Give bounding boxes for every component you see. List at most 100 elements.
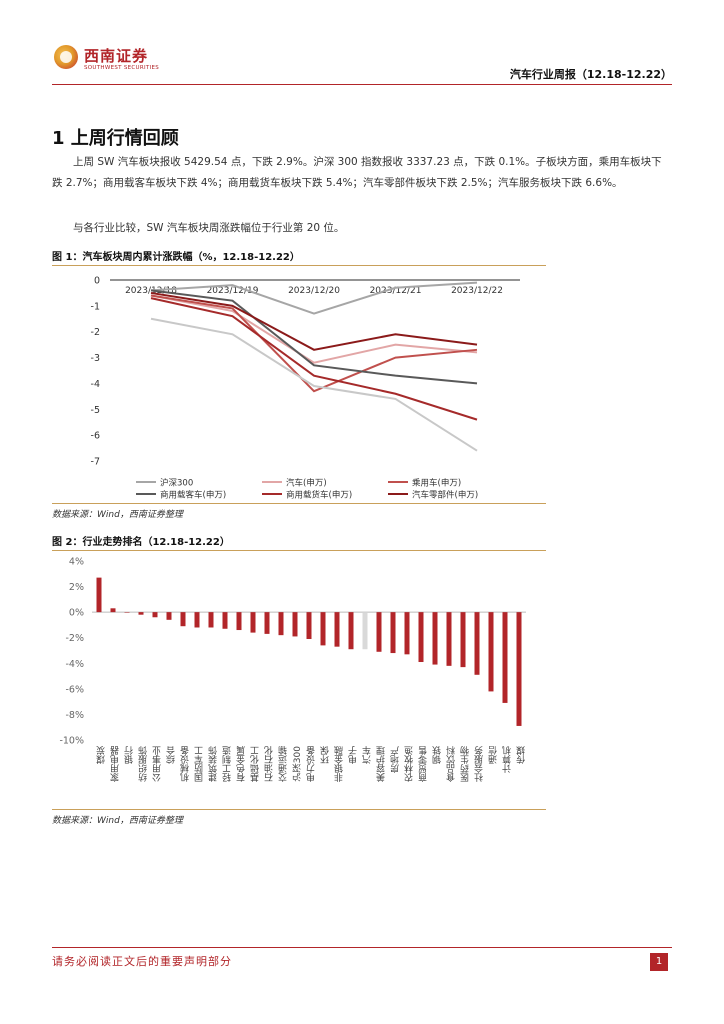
series-line (150, 281, 478, 315)
report-title: 汽车行业周报（12.18-12.22） (509, 68, 672, 81)
series-line (150, 297, 478, 421)
x-tick-label: 食品饮料 (447, 745, 458, 783)
bar (488, 612, 494, 692)
bar (404, 612, 410, 655)
x-tick-label: 交通运输 (279, 745, 290, 783)
bar (124, 612, 130, 613)
y-tick-label: -3 (91, 353, 100, 364)
y-tick-label: -6 (91, 431, 100, 442)
x-tick-label: 煤炭 (97, 745, 108, 765)
series-line (150, 294, 478, 364)
x-tick-label: 钢铁 (433, 745, 444, 765)
y-tick-label: 2% (69, 582, 84, 593)
legend-label: 汽车零部件(申万) (412, 490, 478, 501)
figure1-bottom-rule (52, 503, 546, 504)
bar (96, 577, 102, 613)
figure1-title: 图 1：汽车板块周内累计涨跌幅（%，12.18-12.22） (52, 252, 300, 263)
page-number: 1 (650, 953, 668, 971)
bar (390, 612, 396, 654)
bar (222, 612, 228, 629)
footer-divider (52, 947, 672, 948)
series-line (150, 317, 478, 452)
bar (306, 612, 312, 639)
figure2-bottom-rule (52, 809, 546, 810)
bar (208, 612, 214, 628)
bar (432, 612, 438, 665)
x-tick-label: 建筑装饰 (209, 745, 220, 783)
x-tick-label: 非银金融 (335, 745, 346, 783)
x-tick-label: 轻工制造 (223, 745, 234, 783)
x-tick-label: 银行 (125, 745, 136, 765)
figure2-top-rule (52, 550, 546, 551)
x-tick-label: 国防军工 (195, 746, 206, 782)
x-tick-label: 2023/12/21 (370, 286, 422, 296)
figure1-source: 数据来源：Wind，西南证券整理 (52, 510, 183, 520)
x-tick-label: 商贸零售 (419, 745, 430, 783)
y-tick-label: -4 (91, 379, 100, 390)
x-tick-label: 电力设备 (307, 746, 318, 783)
bar (334, 612, 340, 647)
x-tick-label: 汽车 (363, 745, 374, 765)
y-tick-label: 4% (69, 557, 84, 568)
x-tick-label: 医药生物 (461, 745, 472, 782)
bar (446, 612, 452, 666)
x-tick-label: 2023/12/19 (207, 286, 259, 296)
bar-chart: 4% 2% 0% -2% -4% -6% -8% -10% 煤炭 家用电器 银行 纺织服饰 公用事业 综合… (59, 557, 528, 784)
x-tick-label: 计算机 (503, 745, 514, 774)
x-tick-label: 机械设备 (181, 746, 192, 783)
x-tick-label: 农林牧渔 (405, 746, 416, 783)
figure2-source: 数据来源：Wind，西南证券整理 (52, 816, 183, 826)
y-tick-label: -8% (66, 710, 85, 721)
x-tick-label: 家用电器 (111, 746, 122, 783)
x-tick-label: 综合 (167, 745, 178, 765)
bar (166, 612, 172, 620)
legend-label: 商用载货车(申万) (286, 490, 352, 501)
bar (376, 612, 382, 652)
x-tick-label: 美容护理 (377, 746, 388, 783)
bar (418, 612, 424, 663)
y-tick-label: 0% (69, 608, 84, 619)
legend-label: 汽车(申万) (286, 478, 327, 489)
paragraph-market-review: 上周 SW 汽车板块报收 5429.54 点，下跌 2.9%。沪深 300 指数… (52, 156, 662, 189)
bar (502, 612, 508, 703)
x-tick-label: 公用事业 (153, 746, 164, 782)
x-tick-label: 传媒 (517, 745, 528, 765)
x-tick-label: 环保 (321, 745, 332, 764)
bar (152, 612, 158, 618)
bar (180, 612, 186, 627)
bar (320, 612, 326, 646)
y-tick-label: -10% (59, 736, 84, 747)
x-tick-label: 社会服务 (475, 745, 486, 783)
bar (474, 612, 480, 675)
y-tick-label: -1 (91, 301, 100, 312)
x-tick-label: 石油石化 (265, 745, 276, 782)
legend-label: 乘用车(申万) (412, 478, 461, 489)
x-tick-label: 沪深300 (293, 746, 304, 783)
bar (348, 612, 354, 650)
bar (516, 612, 522, 726)
x-tick-label: 有色金属 (237, 745, 248, 783)
series-line (150, 291, 478, 351)
y-tick-label: -5 (91, 405, 100, 416)
series-line (150, 289, 478, 385)
logo-icon-inner (60, 51, 72, 63)
bar (110, 608, 116, 613)
legend-label: 商用载客车(申万) (160, 490, 226, 501)
bar (264, 612, 270, 634)
logo-text: 西南证券 (84, 47, 149, 65)
bar (362, 612, 368, 650)
logo-subtext: SOUTHWEST SECURITIES (84, 65, 160, 71)
bar (460, 612, 466, 668)
bar (194, 612, 200, 628)
x-tick-label: 通信 (489, 745, 500, 764)
bar (278, 612, 284, 636)
x-tick-label: 纺织服饰 (139, 745, 150, 783)
figure2-title: 图 2：行业走势排名（12.18-12.22） (52, 537, 230, 548)
figure1-top-rule (52, 265, 546, 266)
bar (138, 612, 144, 615)
paragraph-industry-rank: 与各行业比较，SW 汽车板块周涨跌幅位于行业第 20 位。 (73, 222, 345, 234)
y-tick-label: 0 (94, 276, 100, 287)
y-tick-label: -6% (66, 684, 85, 695)
y-tick-label: -2% (66, 633, 85, 644)
y-tick-label: -4% (66, 659, 85, 670)
